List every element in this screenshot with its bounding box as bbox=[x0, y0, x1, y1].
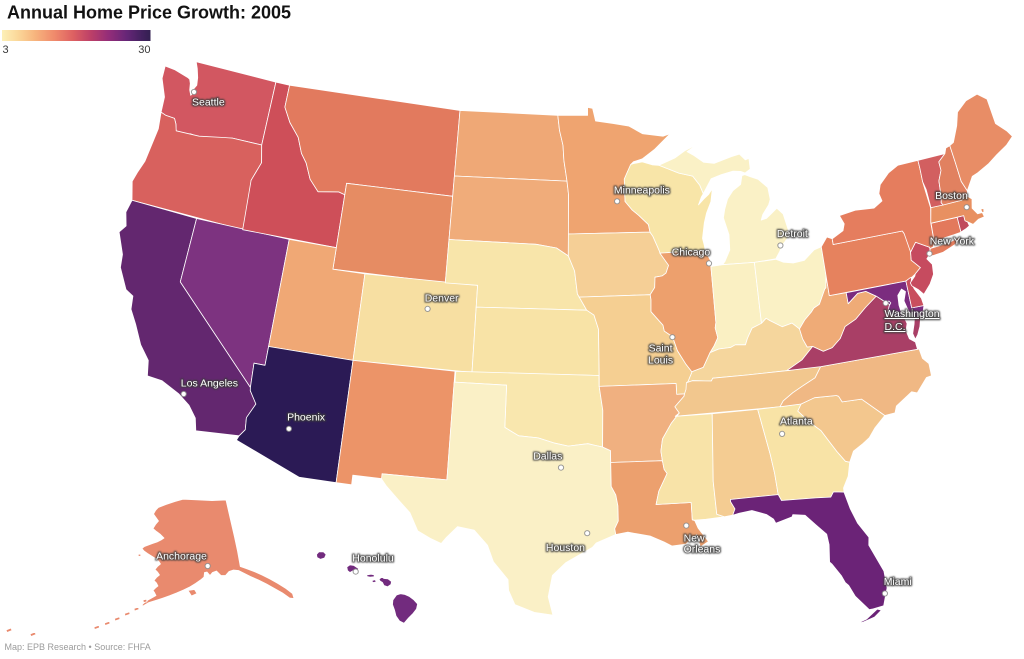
svg-text:Houston: Houston bbox=[546, 542, 585, 554]
svg-text:Seattle: Seattle bbox=[192, 97, 225, 109]
svg-text:Detroit: Detroit bbox=[777, 228, 808, 240]
svg-text:Chicago: Chicago bbox=[672, 247, 711, 259]
svg-text:Chicago: Chicago bbox=[672, 247, 711, 259]
svg-text:Washington: Washington bbox=[885, 308, 940, 320]
svg-text:Washington: Washington bbox=[885, 308, 940, 320]
svg-text:Orleans: Orleans bbox=[684, 544, 721, 556]
svg-text:Detroit: Detroit bbox=[777, 228, 808, 240]
svg-text:New York: New York bbox=[930, 236, 975, 248]
svg-text:Map: EPB Research • Source: FH: Map: EPB Research • Source: FHFA bbox=[5, 642, 151, 652]
svg-text:Saint: Saint bbox=[649, 343, 673, 355]
svg-text:Phoenix: Phoenix bbox=[287, 412, 326, 424]
svg-text:Boston: Boston bbox=[935, 190, 968, 202]
svg-text:Louis: Louis bbox=[648, 355, 673, 367]
svg-text:Honolulu: Honolulu bbox=[352, 553, 394, 565]
svg-text:Denver: Denver bbox=[425, 293, 459, 305]
svg-text:Atlanta: Atlanta bbox=[780, 416, 813, 428]
svg-text:Denver: Denver bbox=[425, 293, 459, 305]
svg-text:30: 30 bbox=[138, 44, 150, 56]
svg-text:Dallas: Dallas bbox=[533, 451, 562, 463]
svg-text:Miami: Miami bbox=[884, 576, 912, 588]
svg-text:Atlanta: Atlanta bbox=[780, 416, 813, 428]
svg-text:Minneapolis: Minneapolis bbox=[614, 185, 670, 197]
svg-text:Annual Home Price Growth: 2005: Annual Home Price Growth: 2005 bbox=[7, 3, 291, 23]
svg-text:New York: New York bbox=[930, 236, 975, 248]
svg-text:Anchorage: Anchorage bbox=[156, 551, 207, 563]
svg-text:New: New bbox=[684, 533, 705, 545]
svg-text:Los Angeles: Los Angeles bbox=[181, 378, 238, 390]
svg-text:Orleans: Orleans bbox=[684, 544, 721, 556]
svg-text:3: 3 bbox=[3, 44, 9, 56]
svg-text:D.C.: D.C. bbox=[885, 321, 906, 333]
svg-text:Seattle: Seattle bbox=[192, 97, 225, 109]
svg-text:New: New bbox=[684, 533, 705, 545]
svg-text:Boston: Boston bbox=[935, 190, 968, 202]
svg-text:Anchorage: Anchorage bbox=[156, 551, 207, 563]
svg-text:Houston: Houston bbox=[546, 542, 585, 554]
svg-text:Louis: Louis bbox=[648, 355, 673, 367]
svg-text:Saint: Saint bbox=[649, 343, 673, 355]
svg-text:D.C.: D.C. bbox=[885, 321, 906, 333]
svg-text:Phoenix: Phoenix bbox=[287, 412, 326, 424]
svg-text:Dallas: Dallas bbox=[533, 451, 562, 463]
svg-text:Los Angeles: Los Angeles bbox=[181, 378, 238, 390]
svg-text:Miami: Miami bbox=[884, 576, 912, 588]
svg-text:Minneapolis: Minneapolis bbox=[614, 185, 670, 197]
svg-text:Honolulu: Honolulu bbox=[352, 553, 394, 565]
